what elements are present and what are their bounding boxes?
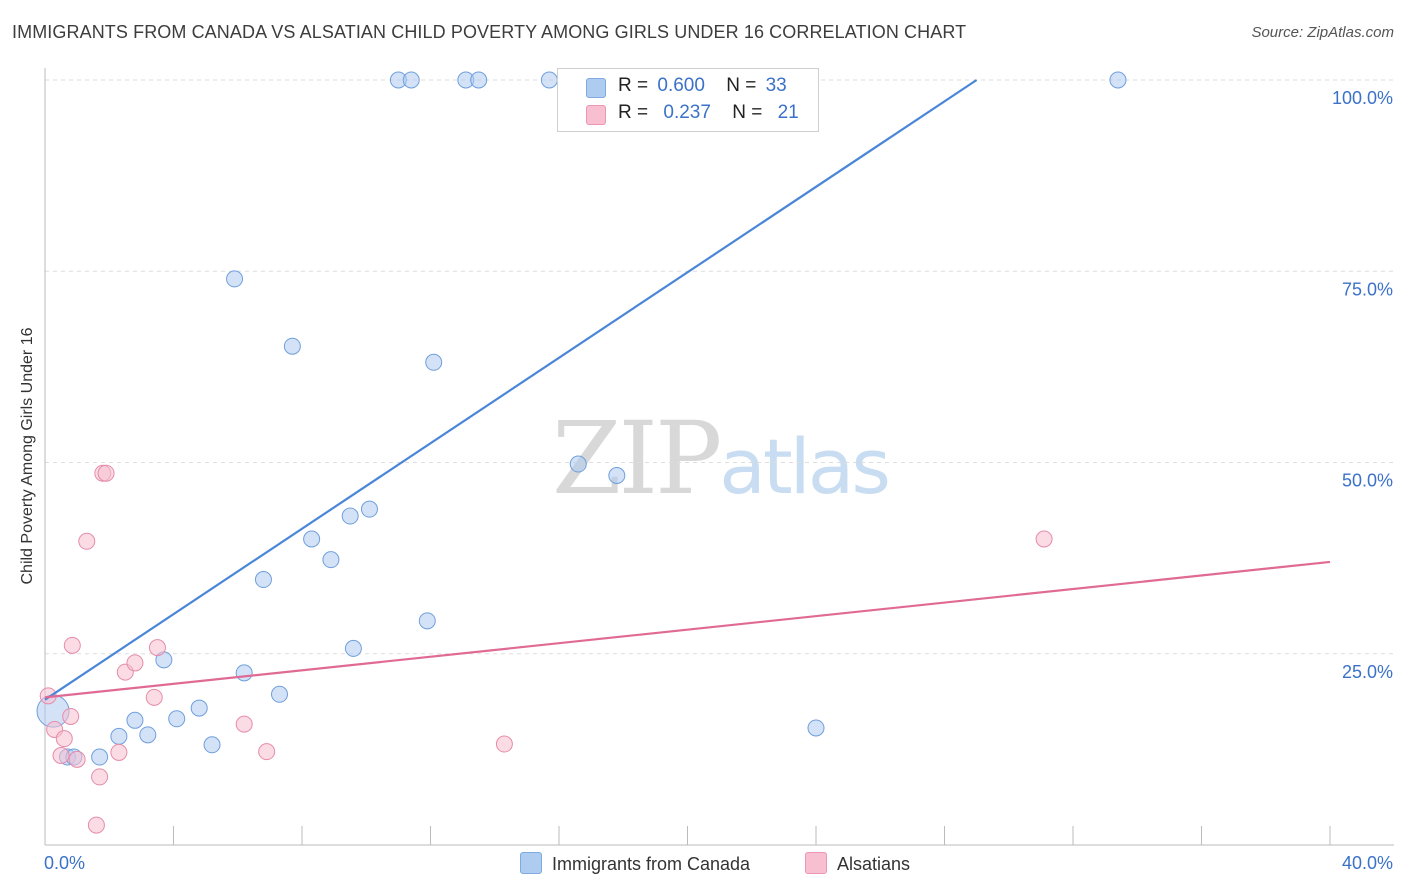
y-tick-label: 100.0% [1332, 88, 1393, 108]
y-axis-label: Child Poverty Among Girls Under 16 [19, 327, 36, 585]
y-tick-label: 50.0% [1342, 471, 1393, 491]
alsatian-point [110, 743, 128, 761]
alsatian-point [97, 464, 115, 482]
legend-n-value: 33 [765, 75, 787, 96]
canada-point [226, 270, 244, 288]
legend-n-value: 21 [777, 102, 799, 123]
canada-point [402, 71, 420, 89]
y-tick-label: 25.0% [1342, 662, 1393, 682]
correlation-legend: R = 0.600 N = 33 R = 0.237 N = 21 [557, 68, 819, 132]
canada-point [807, 719, 825, 737]
legend-swatch-alsatians [586, 105, 606, 125]
alsatian-point [62, 707, 80, 725]
canada-point [203, 736, 221, 754]
alsatian-trendline [44, 560, 1331, 699]
watermark-atlas: atlas [719, 422, 891, 511]
legend-row-alsatians: R = 0.237 N = 21 [618, 102, 799, 124]
legend-row-canada: R = 0.600 N = 33 [618, 75, 787, 97]
canada-point [283, 337, 301, 355]
canada-point [303, 530, 321, 548]
y-tick-label: 75.0% [1342, 279, 1393, 299]
chart-title: IMMIGRANTS FROM CANADA VS ALSATIAN CHILD… [12, 22, 967, 42]
legend-r-label: R = [618, 102, 649, 123]
alsatian-point [91, 768, 109, 786]
legend-r-label: R = [618, 75, 649, 96]
alsatian-point [145, 688, 163, 706]
alsatian-point [55, 730, 73, 748]
alsatian-point [63, 636, 81, 654]
canada-point [110, 727, 128, 745]
bottom-legend-swatch-alsatians [805, 852, 827, 874]
legend-n-label: N = [732, 102, 763, 123]
canada-point [271, 685, 289, 703]
alsatian-point [87, 816, 105, 834]
alsatian-point [68, 750, 86, 768]
source-label: Source: ZipAtlas.com [1251, 24, 1394, 41]
legend-r-value: 0.237 [663, 102, 711, 123]
canada-point [254, 571, 272, 589]
canada-point [235, 664, 253, 682]
bottom-legend-swatch-canada [520, 852, 542, 874]
canada-point [344, 639, 362, 657]
canada-point [360, 500, 378, 518]
bottom-legend-label-canada: Immigrants from Canada [552, 854, 751, 874]
canada-trendline [44, 79, 978, 701]
x-tick-label: 0.0% [44, 853, 85, 873]
alsatian-point [495, 735, 513, 753]
alsatian-point [148, 639, 166, 657]
alsatian-point [78, 532, 96, 550]
legend-swatch-canada [586, 78, 606, 98]
canada-point [341, 507, 359, 525]
bottom-legend-label-alsatians: Alsatians [837, 854, 911, 874]
canada-point [91, 748, 109, 766]
canada-point [608, 467, 626, 485]
canada-point [569, 455, 587, 473]
canada-point [1109, 71, 1127, 89]
alsatian-point [126, 654, 144, 672]
legend-n-label: N = [726, 75, 757, 96]
bottom-legend-canada[interactable]: Immigrants from Canada [520, 852, 750, 875]
canada-point [322, 551, 340, 569]
alsatian-point [258, 743, 276, 761]
canada-point [470, 71, 488, 89]
legend-r-value: 0.600 [657, 75, 705, 96]
canada-point [540, 71, 558, 89]
canada-point [139, 726, 157, 744]
canada-point [418, 612, 436, 630]
canada-point [126, 711, 144, 729]
x-tick-label: 40.0% [1342, 853, 1393, 873]
bottom-legend-alsatians[interactable]: Alsatians [805, 852, 910, 875]
canada-point [168, 710, 186, 728]
alsatian-point [235, 715, 253, 733]
canada-point [190, 699, 208, 717]
alsatian-point [52, 746, 70, 764]
canada-point [425, 353, 443, 371]
alsatian-point [1035, 530, 1053, 548]
